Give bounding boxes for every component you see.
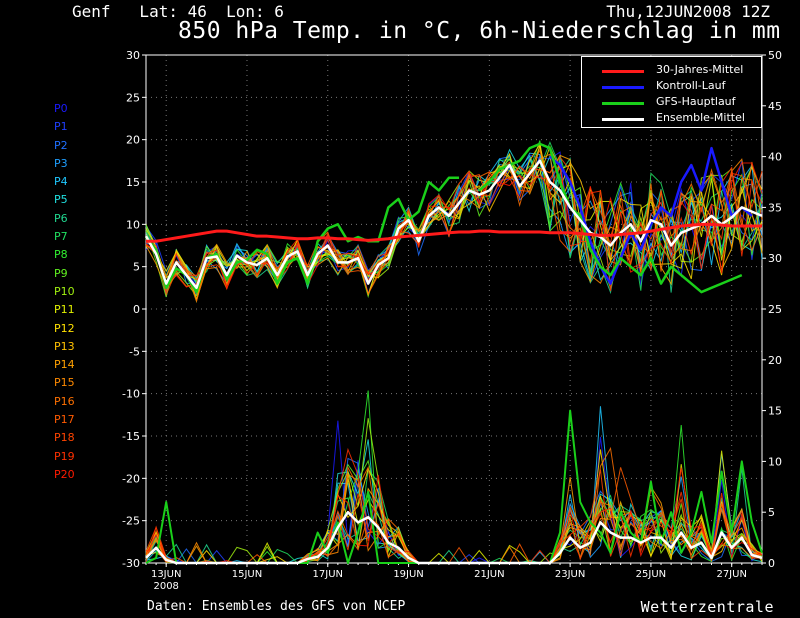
x-tick-label: 15JUN [232, 569, 262, 580]
series-lines [144, 142, 763, 565]
y-tick-label-left: -5 [129, 345, 140, 358]
run-label-p12: P12 [54, 321, 75, 335]
y-tick-label-right: 45 [768, 100, 782, 113]
y-tick-label-right: 40 [768, 151, 782, 164]
legend-entry-gfs-main: GFS-Hauptlauf [582, 95, 761, 111]
y-tick-label-right: 30 [768, 252, 782, 265]
run-label-p5: P5 [54, 193, 68, 207]
legend-label: Ensemble-Mittel [656, 111, 745, 124]
series-line-kontroll-lauf [549, 146, 753, 285]
legend-swatch [602, 118, 644, 121]
x-tick-label: 13JUN [151, 569, 181, 580]
y-tick-label-left: 25 [126, 91, 140, 104]
run-label-p20: P20 [54, 467, 75, 481]
series-line-gfs-hauptlauf-fortsetzung [478, 142, 743, 294]
run-label-p9: P9 [54, 266, 68, 280]
run-label-p1: P1 [54, 120, 68, 134]
y-tick-label-right: 10 [768, 455, 782, 468]
datetime-label: Thu,12JUN2008 12Z [606, 2, 770, 21]
member-temp-line-p18 [145, 156, 763, 294]
legend-label: 30-Jahres-Mittel [656, 63, 744, 76]
x-tick-label: 21JUN [474, 569, 504, 580]
run-label-p16: P16 [54, 394, 75, 408]
y-tick-label-right: 50 [768, 49, 782, 62]
series-line-ensemble-mittel-niederschlag [145, 510, 763, 565]
ensemble-member-lines [145, 140, 763, 564]
y-tick-label-left: 15 [126, 176, 140, 189]
y-tick-label-left: -20 [122, 472, 140, 485]
member-temp-line-p20 [145, 162, 763, 290]
y-tick-label-right: 0 [768, 557, 775, 570]
y-tick-label-right: 20 [768, 354, 782, 367]
legend-swatch [602, 86, 644, 89]
run-label-p11: P11 [54, 303, 75, 317]
run-label-p14: P14 [54, 358, 75, 372]
member-precip-line-p10 [145, 418, 763, 564]
x-tick-label: 25JUN [636, 569, 666, 580]
y-tick-label-right: 35 [768, 201, 782, 214]
y-tick-label-left: -30 [122, 557, 140, 570]
run-label-p6: P6 [54, 211, 68, 225]
y-tick-label-left: 10 [126, 218, 140, 231]
run-label-p4: P4 [54, 175, 68, 189]
legend-entry-climate-mean: 30-Jahres-Mittel [582, 63, 761, 79]
plot-frame [145, 54, 763, 564]
run-label-p19: P19 [54, 449, 75, 463]
y-tick-label-left: 5 [133, 261, 140, 274]
x-tick-label: 17JUN [313, 569, 343, 580]
location-label: Genf Lat: 46 Lon: 6 [72, 2, 284, 21]
legend-label: GFS-Hauptlauf [656, 95, 736, 108]
y-tick-label-right: 5 [768, 506, 775, 519]
y-tick-label-left: -25 [122, 515, 140, 528]
x-tick-label: 27JUN [716, 569, 746, 580]
run-label-p13: P13 [54, 339, 75, 353]
run-label-p3: P3 [54, 156, 68, 170]
y-tick-label-left: 20 [126, 134, 140, 147]
run-label-p10: P10 [54, 284, 75, 298]
legend-entry-ensemble-mean: Ensemble-Mittel [582, 111, 761, 127]
run-label-p2: P2 [54, 138, 68, 152]
member-temp-line-p19 [145, 162, 763, 292]
legend-entry-control-run: Kontroll-Lauf [582, 79, 761, 95]
legend-swatch [602, 70, 644, 73]
y-tick-label-right: 25 [768, 303, 782, 316]
chart-title: 850 hPa Temp. in °C, 6h-Niederschlag in … [178, 18, 781, 44]
member-temp-line-p7 [145, 141, 763, 291]
y-tick-label-left: -15 [122, 430, 140, 443]
axes [142, 54, 766, 567]
x-tick-label: 23JUN [555, 569, 585, 580]
run-label-p17: P17 [54, 413, 75, 427]
x-tick-sublabel: 2008 [153, 581, 178, 592]
legend-swatch [602, 102, 644, 105]
data-credit: Daten: Ensembles des GFS von NCEP [147, 599, 406, 614]
run-label-p15: P15 [54, 376, 75, 390]
legend: 30-Jahres-Mittel Kontroll-Lauf GFS-Haupt… [581, 56, 762, 128]
y-tick-label-left: 30 [126, 49, 140, 62]
run-list: P0 P1 P2 P3 P4 P5 P6 P7 P8 P9 P10 P11 P12 P13 P14 P15 P1… [54, 100, 114, 484]
run-label-p0: P0 [54, 102, 68, 115]
tick-labels: 302520151050-5-10-15-20-25-3050454035302… [122, 49, 782, 592]
y-tick-label-left: -10 [122, 388, 140, 401]
run-label-p18: P18 [54, 431, 75, 445]
y-tick-label-right: 15 [768, 405, 782, 418]
run-label-p8: P8 [54, 248, 68, 262]
run-label-p7: P7 [54, 230, 68, 244]
legend-label: Kontroll-Lauf [656, 79, 726, 92]
x-tick-label: 19JUN [393, 569, 423, 580]
grid [146, 55, 762, 563]
brand-label: Wetterzentrale [640, 598, 774, 616]
y-tick-label-left: 0 [133, 303, 140, 316]
member-precip-line-p17 [145, 467, 763, 564]
series-line-30-jahres-mittel [146, 222, 762, 243]
series-line-ensemble-mittel [144, 159, 763, 290]
